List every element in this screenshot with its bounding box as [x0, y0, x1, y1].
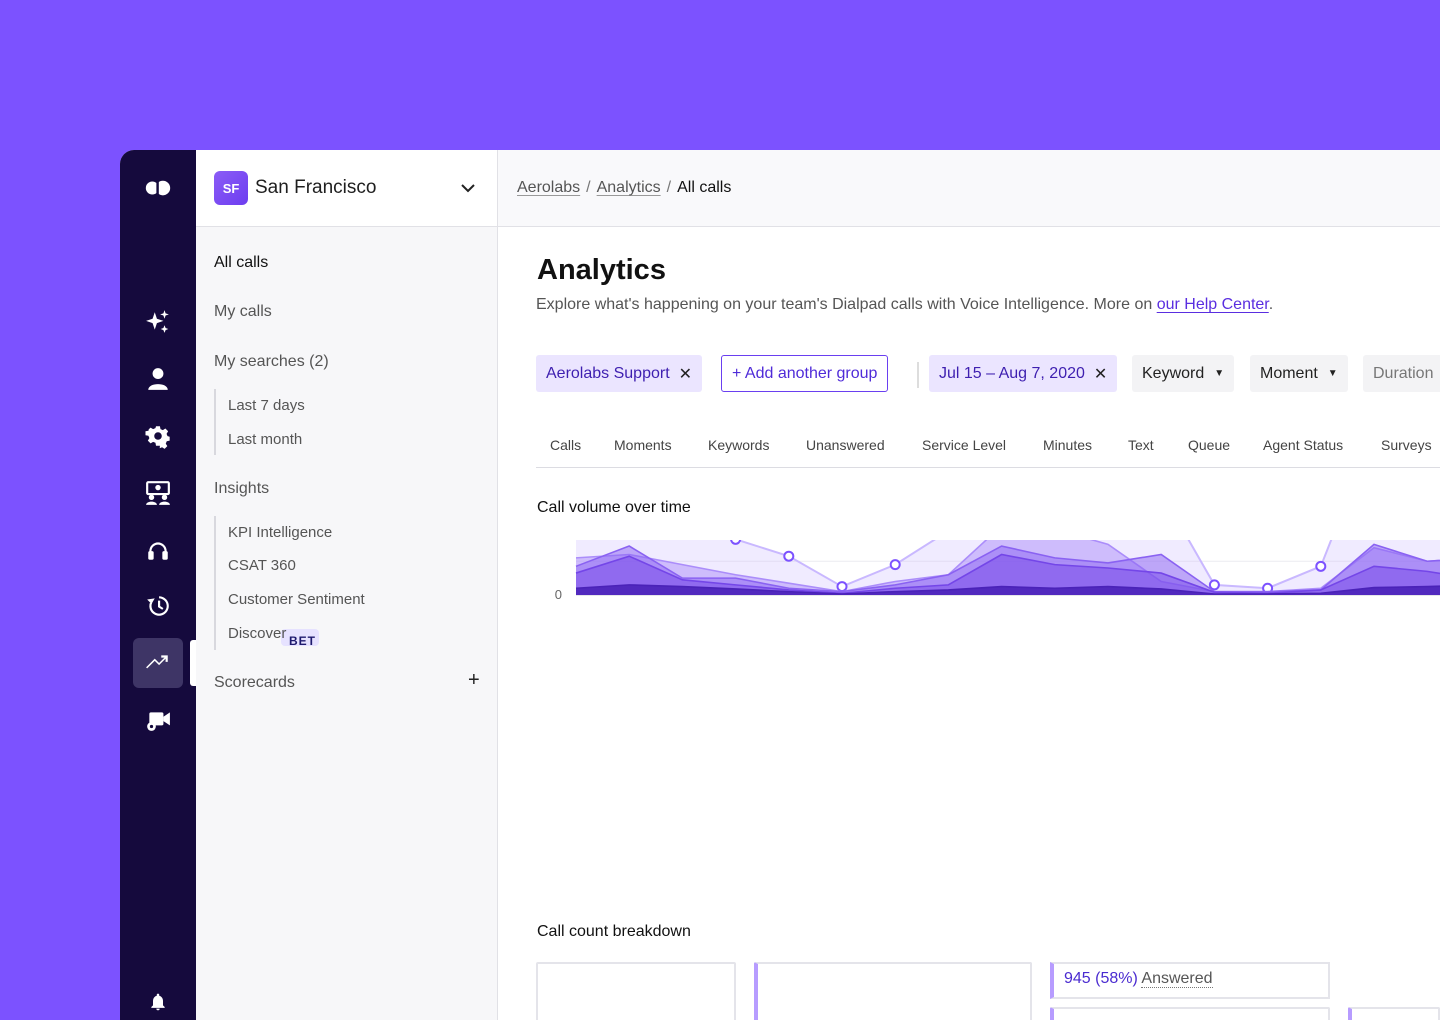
search-item-last-7-days[interactable]: Last 7 days [228, 397, 305, 414]
caret-down-icon: ▼ [1327, 368, 1338, 379]
duration-label: Duration [1373, 364, 1434, 382]
data-point [1315, 560, 1327, 572]
series-line [734, 540, 1333, 590]
subtitle-end: . [1268, 296, 1274, 313]
page-subtitle: Explore what's happening on your team's … [536, 296, 1273, 314]
group-filter-chip[interactable]: Aerolabs Support ✕ [536, 355, 703, 392]
caret-down-icon: ▼ [1214, 368, 1225, 379]
breakdown-card [1050, 1007, 1330, 1020]
video-settings-icon[interactable] [142, 704, 174, 736]
nav-scorecards[interactable]: Scorecards [214, 674, 295, 691]
nav-insights[interactable]: Insights [214, 480, 270, 497]
help-center-link[interactable]: our Help Center [1156, 296, 1269, 313]
breakdown-card [754, 962, 1032, 1020]
headset-icon[interactable] [142, 534, 174, 566]
subtitle-text: Explore what's happening on your team's … [536, 296, 1157, 313]
keyword-label: Keyword [1142, 364, 1205, 382]
tab-service-level[interactable]: Service Level [922, 437, 1007, 453]
breadcrumb-separator: / [586, 179, 591, 196]
trending-icon[interactable] [142, 647, 174, 679]
data-point [1208, 579, 1220, 591]
beta-badge: BET [281, 629, 319, 646]
nav-all-calls[interactable]: All calls [214, 254, 269, 271]
breadcrumb-current: All calls [677, 179, 732, 196]
tab-calls[interactable]: Calls [550, 437, 582, 453]
history-icon[interactable] [142, 590, 174, 622]
breakdown-card [536, 962, 736, 1020]
answered-value: 945 (58%) [1064, 970, 1138, 987]
group-filter-label: Aerolabs Support [546, 364, 670, 382]
insight-csat-360[interactable]: CSAT 360 [228, 557, 296, 574]
tab-minutes[interactable]: Minutes [1043, 437, 1093, 453]
app-window: SF San Francisco All calls My calls My s… [120, 150, 1440, 1020]
org-avatar: SF [214, 171, 248, 205]
beta-badge-label: BET [289, 634, 316, 646]
insight-discover[interactable]: Discover [228, 625, 287, 642]
dialpad-logo-icon[interactable] [142, 172, 174, 204]
breadcrumb-separator: / [666, 179, 672, 196]
data-point [730, 540, 742, 545]
side-navigation: SF San Francisco All calls My calls My s… [190, 150, 498, 1020]
series-area [576, 554, 1440, 595]
icon-rail [120, 150, 196, 1020]
keyword-dropdown[interactable]: Keyword ▼ [1132, 355, 1235, 392]
add-group-button[interactable]: + Add another group [721, 355, 889, 392]
filter-divider [917, 362, 919, 388]
tab-moments[interactable]: Moments [614, 437, 672, 453]
tab-unanswered[interactable]: Unanswered [806, 437, 885, 453]
date-filter-label: Jul 15 – Aug 7, 2020 [939, 364, 1085, 382]
close-icon[interactable]: ✕ [1093, 365, 1108, 383]
person-icon[interactable] [142, 363, 174, 395]
top-bar: Aerolabs / Analytics / All calls [498, 150, 1440, 227]
chevron-down-icon[interactable] [458, 178, 478, 198]
team-icon[interactable] [142, 477, 174, 509]
answered-count[interactable]: 945 (58%) Answered [1050, 962, 1330, 999]
bell-icon[interactable] [148, 992, 168, 1012]
gear-icon[interactable] [142, 420, 174, 452]
y-tick-label: 0 [555, 587, 562, 602]
search-item-last-month[interactable]: Last month [228, 431, 303, 448]
org-switcher[interactable]: SF San Francisco [196, 150, 497, 227]
call-volume-chart: 0200400600800151719212325272931Jul [555, 540, 1440, 602]
breadcrumb: Aerolabs / Analytics / All calls [517, 179, 731, 197]
tab-text[interactable]: Text [1128, 437, 1154, 453]
org-name: San Francisco [255, 177, 377, 198]
searches-group: Last 7 days Last month [214, 389, 414, 455]
close-icon[interactable]: ✕ [678, 365, 693, 383]
add-scorecard-button[interactable]: + [468, 669, 480, 691]
series-line [575, 543, 1440, 593]
main-content: Aerolabs / Analytics / All calls Analytics E… [498, 150, 1440, 1020]
insight-kpi-intelligence[interactable]: KPI Intelligence [228, 524, 333, 541]
tab-agent-status[interactable]: Agent Status [1263, 437, 1344, 453]
breadcrumb-aerolabs[interactable]: Aerolabs [517, 179, 581, 196]
series-line [575, 553, 1440, 595]
moment-label: Moment [1260, 364, 1318, 382]
nav-my-calls[interactable]: My calls [214, 303, 272, 320]
tab-queue[interactable]: Queue [1188, 437, 1231, 453]
tab-keywords[interactable]: Keywords [708, 437, 770, 453]
nav-my-searches[interactable]: My searches (2) [214, 353, 329, 370]
series-line [575, 584, 1440, 595]
page-title: Analytics [537, 254, 666, 286]
answered-label: Answered [1141, 970, 1213, 988]
insights-group: KPI Intelligence CSAT 360 Customer Senti… [214, 516, 414, 650]
breakdown-title: Call count breakdown [537, 923, 691, 940]
breadcrumb-analytics[interactable]: Analytics [596, 179, 661, 196]
sparkle-icon[interactable] [142, 306, 174, 338]
rail-selection-tab [190, 640, 196, 686]
insight-customer-sentiment[interactable]: Customer Sentiment [228, 591, 365, 608]
data-point [889, 559, 901, 571]
analytics-tabs: Calls Moments Keywords Unanswered Servic… [536, 436, 1440, 468]
duration-dropdown[interactable]: Duration [1363, 355, 1440, 392]
data-point [836, 581, 848, 593]
moment-dropdown[interactable]: Moment ▼ [1250, 355, 1348, 392]
breakdown-card [1348, 1007, 1440, 1020]
tab-surveys[interactable]: Surveys [1381, 437, 1432, 453]
data-point [783, 550, 795, 562]
chart-title: Call volume over time [537, 499, 691, 516]
date-filter-chip[interactable]: Jul 15 – Aug 7, 2020 ✕ [929, 355, 1118, 392]
